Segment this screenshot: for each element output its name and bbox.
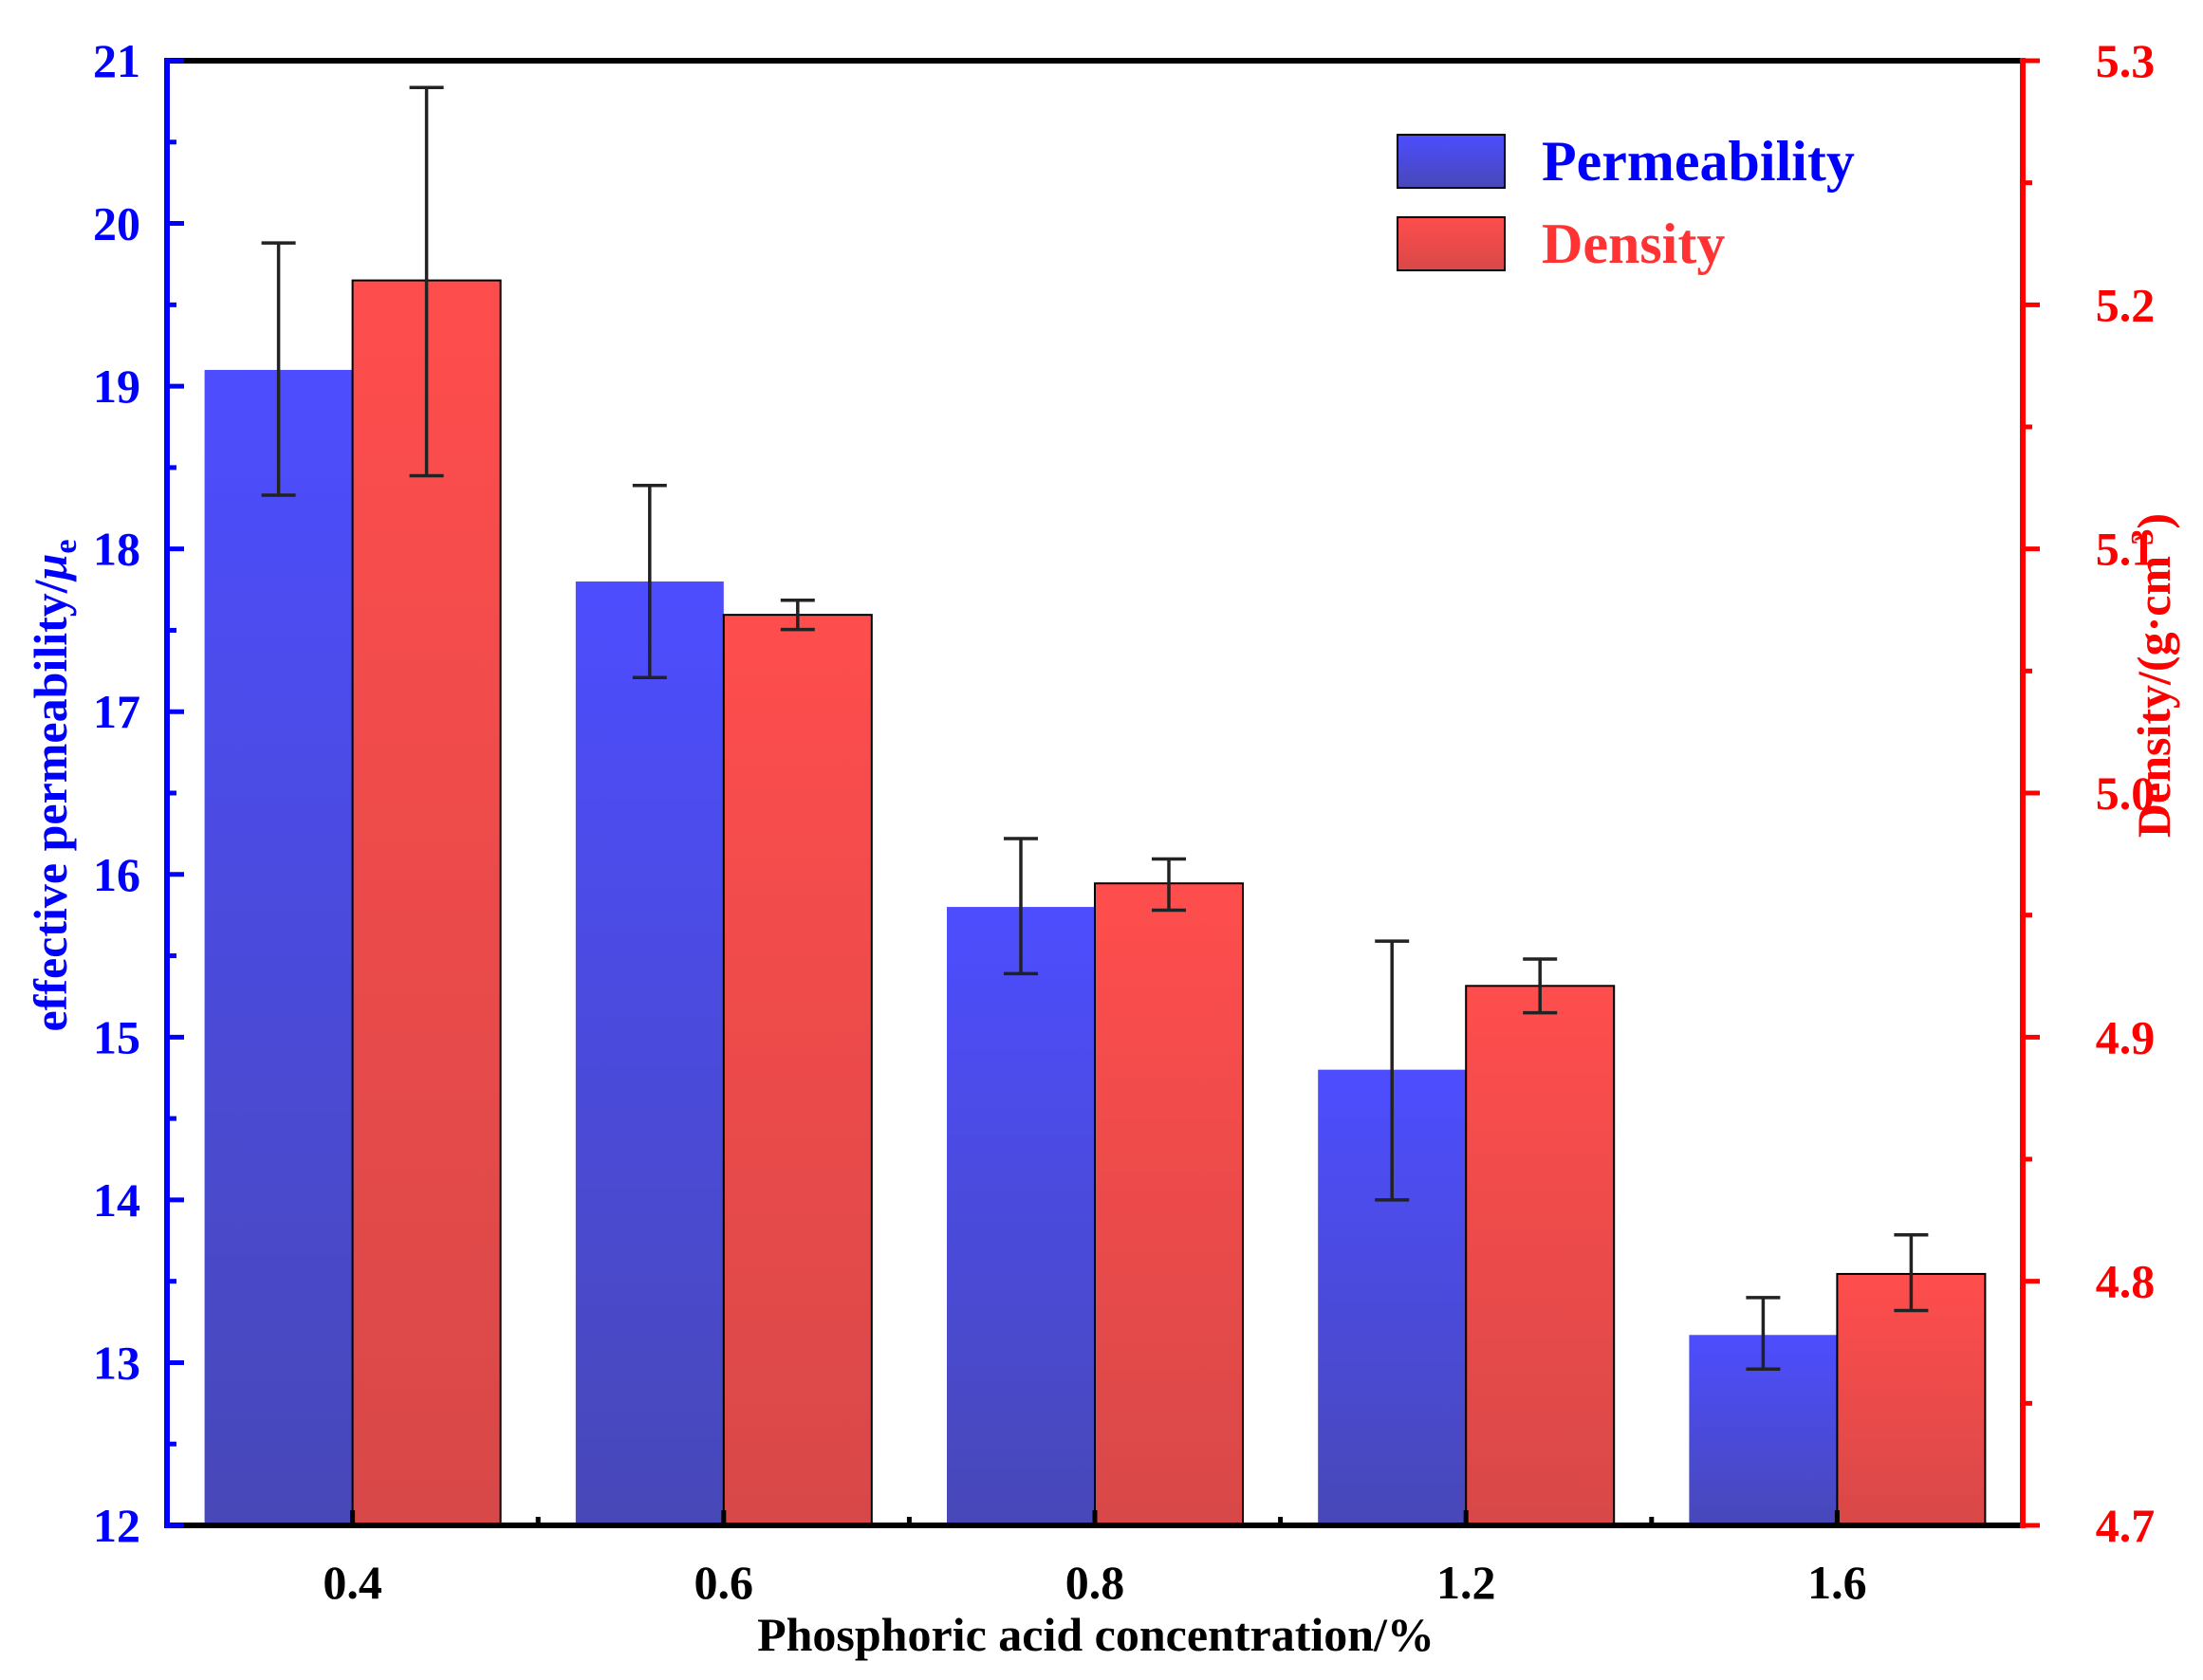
- error-bars-layer: [261, 85, 1929, 1372]
- y-right-tick-label-5.2: 5.2: [2096, 278, 2156, 331]
- bar-permeability-0.6: [575, 581, 724, 1525]
- bar-density-0.4: [351, 279, 502, 1527]
- y-right-tick-label-4.8: 4.8: [2096, 1255, 2156, 1308]
- legend-swatch-permeability: [1397, 134, 1506, 189]
- y-right-title-text: Density/(g·cm: [2127, 556, 2180, 838]
- y-left-tick-label-14: 14: [93, 1173, 140, 1227]
- y-left-title-text: effective permeability/: [24, 579, 77, 1031]
- y-right-title-superscript: -3: [2125, 529, 2160, 556]
- bar-density-0.8: [1094, 882, 1244, 1526]
- y-right-title-close: ): [2127, 513, 2180, 529]
- y-right-tick-label-4.7: 4.7: [2096, 1499, 2156, 1552]
- x-tick-label-0.8: 0.8: [1065, 1556, 1125, 1609]
- legend-label-permeability: Permeability: [1542, 130, 1855, 193]
- x-tick-label-1.2: 1.2: [1436, 1556, 1496, 1609]
- y-right-tick-label-4.9: 4.9: [2096, 1010, 2156, 1063]
- y-left-tick-label-20: 20: [93, 197, 140, 250]
- y-right-tick-label-5.3: 5.3: [2096, 34, 2156, 87]
- y-left-tick-label-17: 17: [93, 685, 140, 738]
- y-left-title-subscript: e: [48, 539, 83, 553]
- axes-layer: [164, 58, 2040, 1528]
- y-left-title-mu: μ: [24, 554, 77, 583]
- y-left-tick-label-19: 19: [93, 360, 140, 413]
- y-left-tick-label-15: 15: [93, 1010, 140, 1063]
- bar-density-1.2: [1465, 985, 1616, 1526]
- bar-permeability-0.8: [947, 907, 1095, 1525]
- bar-density-1.6: [1836, 1272, 1987, 1526]
- legend-label-density: Density: [1542, 212, 1725, 275]
- y-left-tick-label-16: 16: [93, 848, 140, 901]
- x-tick-label-0.6: 0.6: [694, 1556, 754, 1609]
- y-left-tick-label-21: 21: [93, 34, 140, 87]
- y-left-tick-label-12: 12: [93, 1499, 140, 1552]
- x-tick-label-0.4: 0.4: [323, 1556, 382, 1609]
- y-axis-right-title: Density/(g·cm-3): [2125, 513, 2180, 838]
- labels-layer: 0.4 0.6 0.8 1.2 1.6 12 13 14 15 16 17 18 19 20 21 4.7 4.…: [93, 34, 2155, 1609]
- y-left-tick-label-13: 13: [93, 1336, 140, 1389]
- y-left-tick-label-18: 18: [93, 523, 140, 576]
- x-tick-label-1.6: 1.6: [1807, 1556, 1867, 1609]
- bar-density-0.6: [722, 614, 873, 1526]
- y-right-tick-label-5.1: 5.1: [2096, 523, 2156, 576]
- legend: Permeability Density: [1397, 130, 1855, 275]
- bar-permeability-0.4: [204, 369, 353, 1525]
- bars-layer: [204, 279, 1987, 1527]
- x-axis-title: Phosphoric acid concentration/%: [757, 1608, 1435, 1661]
- y-right-tick-label-5.0: 5.0: [2096, 766, 2156, 820]
- legend-swatch-density: [1397, 216, 1506, 271]
- y-axis-left-title: effective permeability/μe: [24, 539, 83, 1031]
